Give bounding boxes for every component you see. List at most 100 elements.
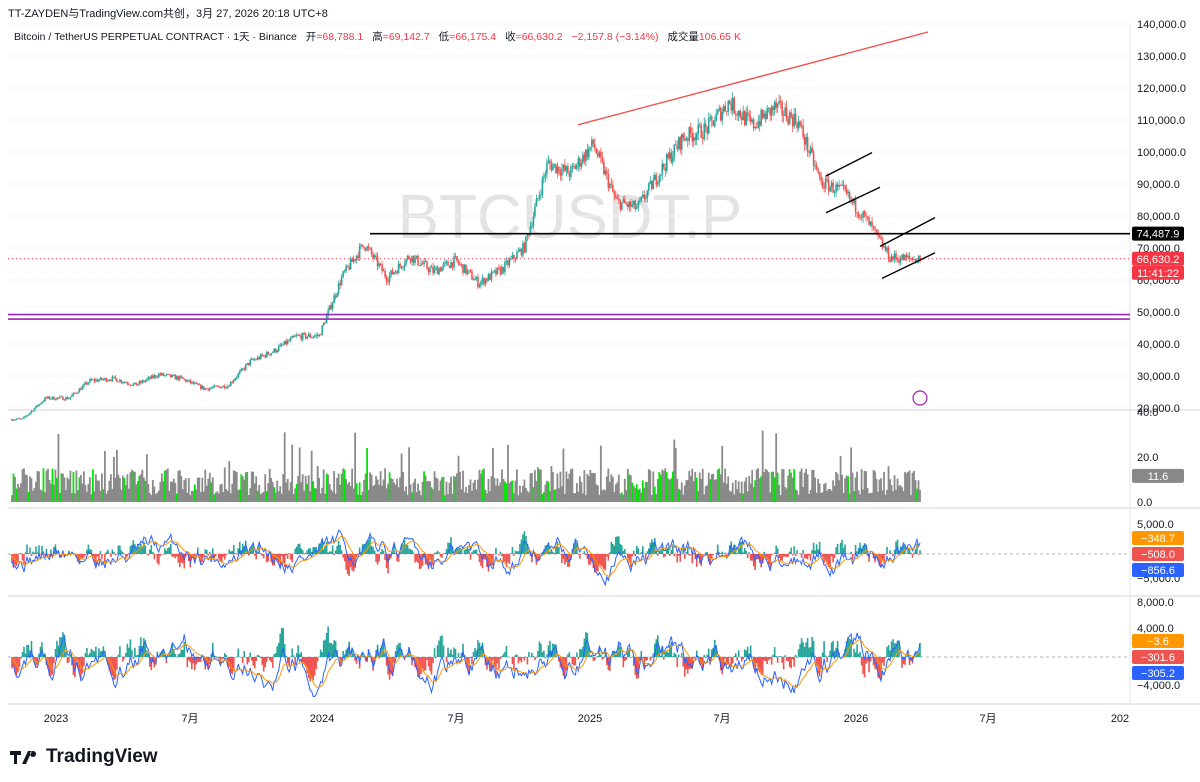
osc-tick-label: 5,000.0 xyxy=(1137,519,1174,531)
histogram-bar xyxy=(656,554,659,556)
histogram-bar xyxy=(910,552,912,554)
volume-bar xyxy=(534,470,536,502)
histogram-bar xyxy=(610,541,613,554)
histogram-bar xyxy=(199,657,202,662)
alert-bolt-icon[interactable] xyxy=(912,390,928,406)
volume-bar xyxy=(460,489,463,502)
volume-bar xyxy=(177,470,180,502)
histogram-bar xyxy=(459,547,461,554)
histogram-bar xyxy=(821,554,824,557)
candle-body xyxy=(890,256,893,262)
candle-body xyxy=(117,381,120,383)
candle-body xyxy=(438,268,440,275)
volume-bar xyxy=(201,477,204,502)
histogram-bar xyxy=(691,554,694,564)
candle-body xyxy=(150,375,153,379)
histogram-bar xyxy=(313,546,316,554)
histogram-bar xyxy=(182,554,184,564)
candle-body xyxy=(742,111,744,121)
volume-bar xyxy=(187,478,190,502)
histogram-bar xyxy=(214,656,217,657)
histogram-bar xyxy=(519,657,521,661)
volume-bar xyxy=(252,471,255,502)
histogram-bar xyxy=(137,543,139,554)
histogram-bar xyxy=(583,638,586,657)
candle-body xyxy=(445,261,448,263)
volume-bar xyxy=(147,483,150,502)
histogram-bar xyxy=(763,657,765,661)
candle-body xyxy=(839,185,842,186)
osc-value-tag-bg xyxy=(1132,563,1184,577)
volume-bar xyxy=(175,493,178,502)
histogram-bar xyxy=(339,657,341,667)
candle-body xyxy=(615,195,617,198)
volume-bar xyxy=(279,486,282,502)
candle-body xyxy=(622,199,625,203)
volume-bar xyxy=(695,477,698,502)
candle-body xyxy=(776,103,779,108)
candle-body xyxy=(896,258,899,260)
histogram-bar xyxy=(659,550,662,554)
candle-body xyxy=(543,176,545,179)
histogram-bar xyxy=(592,554,595,568)
histogram-bar xyxy=(650,657,653,659)
volume-bar xyxy=(665,472,668,502)
histogram-bar xyxy=(724,657,727,659)
candle-body xyxy=(137,384,139,386)
histogram-bar xyxy=(36,552,39,554)
volume-bar xyxy=(408,447,410,502)
volume-bar xyxy=(872,469,875,502)
volume-bar xyxy=(580,481,583,502)
symbol-title[interactable]: Bitcoin / TetherUS PERPETUAL CONTRACT · … xyxy=(14,31,297,43)
volume-bar xyxy=(739,492,742,502)
volume-bar xyxy=(478,469,481,502)
volume-bar xyxy=(226,490,229,502)
histogram-bar xyxy=(205,657,208,665)
candle-body xyxy=(177,376,180,380)
volume-bar xyxy=(331,491,334,502)
histogram-bar xyxy=(385,554,388,569)
histogram-bar xyxy=(259,553,262,554)
channel-upper[interactable] xyxy=(825,152,873,177)
volume-bar xyxy=(787,475,790,502)
volume-bar xyxy=(634,488,637,502)
histogram-bar xyxy=(349,656,352,657)
candle-body xyxy=(758,121,761,126)
channel2-upper[interactable] xyxy=(879,216,936,248)
histogram-bar xyxy=(120,550,123,554)
candle-body xyxy=(337,283,340,294)
histogram-bar xyxy=(201,554,204,562)
candle-body xyxy=(790,112,792,117)
histogram-bar xyxy=(778,554,780,558)
candle-body xyxy=(315,334,317,336)
histogram-bar xyxy=(421,554,424,566)
volume-bar xyxy=(399,477,401,502)
tradingview-footer: TradingView xyxy=(10,746,158,768)
histogram-bar xyxy=(366,540,368,554)
histogram-bar xyxy=(448,653,451,657)
histogram-bar xyxy=(174,554,177,559)
histogram-bar xyxy=(426,657,428,661)
candle-body xyxy=(396,271,398,274)
channel2-lower[interactable] xyxy=(881,252,936,280)
channel-lower[interactable] xyxy=(825,186,881,214)
histogram-bar xyxy=(585,554,587,556)
volume-bar xyxy=(393,482,395,502)
candle-body xyxy=(866,216,869,218)
candle-body xyxy=(475,277,478,279)
histogram-bar xyxy=(742,657,744,660)
volume-bar xyxy=(463,492,466,502)
volume-bar xyxy=(799,471,802,502)
histogram-bar xyxy=(189,657,192,663)
volume-bar xyxy=(504,481,506,502)
volume-bar xyxy=(557,488,560,502)
candle-body xyxy=(388,275,391,283)
volume-bar xyxy=(742,493,745,502)
candle-body xyxy=(319,334,322,336)
candle-body xyxy=(794,113,797,124)
candle-body xyxy=(808,151,810,154)
candle-body xyxy=(910,257,912,260)
upper-trendline[interactable] xyxy=(577,31,929,126)
candle-body xyxy=(616,197,619,199)
